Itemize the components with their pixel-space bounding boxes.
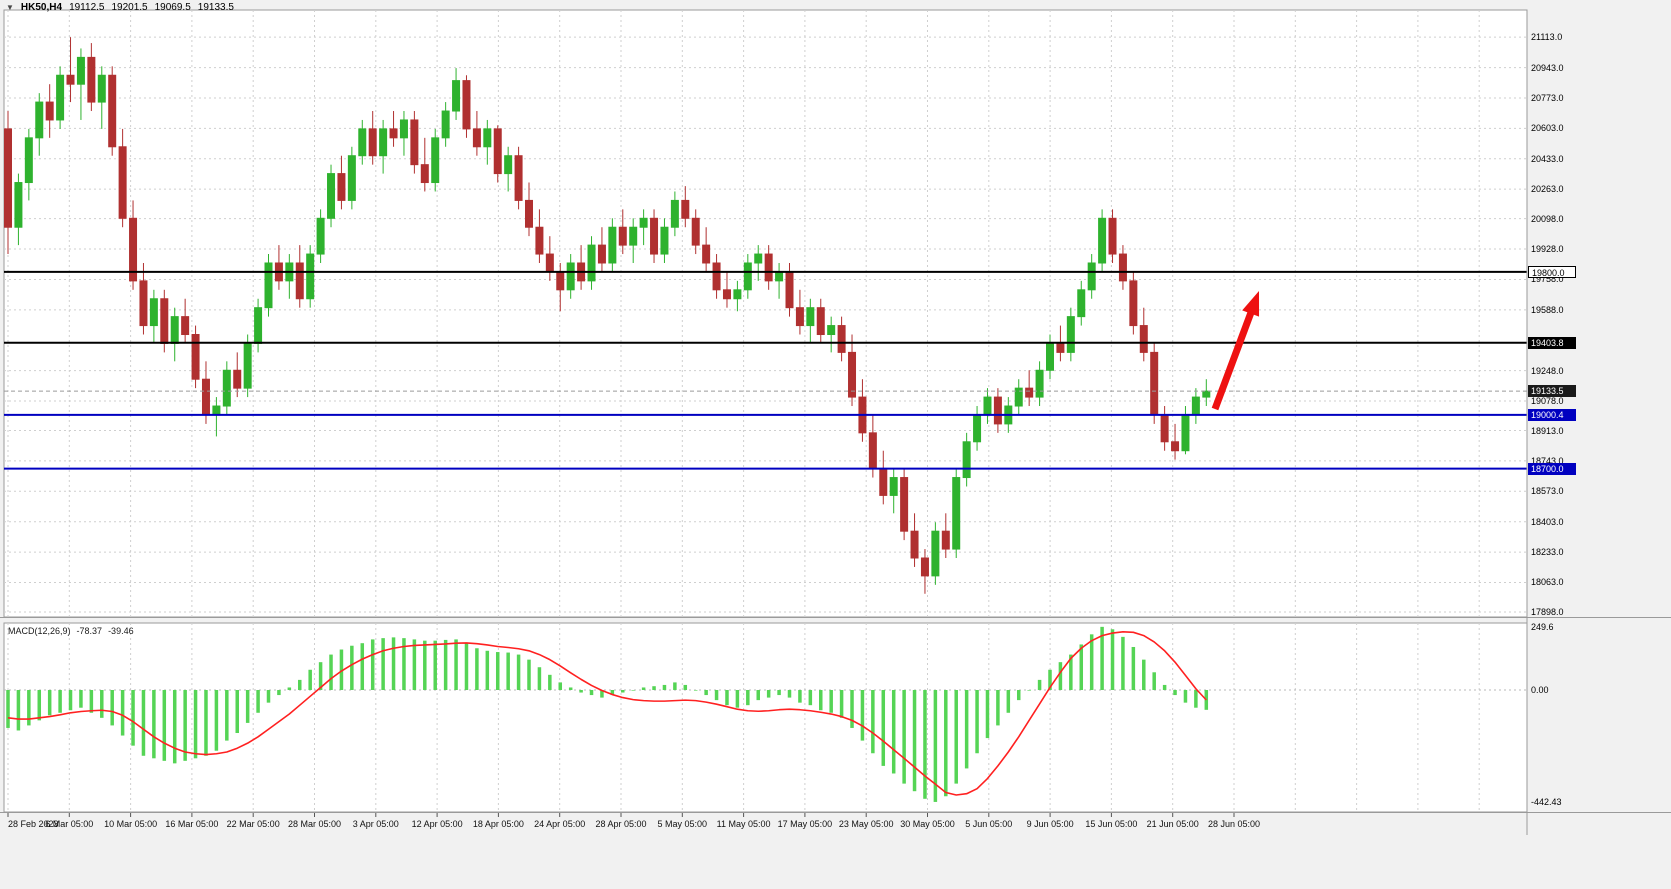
time-tick-label: 9 Jun 05:00 xyxy=(1026,819,1074,829)
time-tick-label: 21 Jun 05:00 xyxy=(1146,819,1199,829)
time-tick-label: 3 Apr 05:00 xyxy=(352,819,399,829)
hline-tag-19000: 19000.4 xyxy=(1528,408,1576,421)
time-tick-label: 28 Feb 2023 xyxy=(8,819,59,829)
price-tick-label: 20433.0 xyxy=(1531,153,1564,164)
time-tick-label: 18 Apr 05:00 xyxy=(472,819,524,829)
price-tick-label: 20773.0 xyxy=(1531,92,1564,103)
price-tick-label: 19758.0 xyxy=(1531,274,1564,285)
close-value: 19133.5 xyxy=(197,2,234,13)
time-tick-label: 6 Mar 05:00 xyxy=(45,819,94,829)
price-tick-label: 19928.0 xyxy=(1531,244,1564,255)
price-tick-label: 18233.0 xyxy=(1531,547,1564,558)
time-tick-label: 5 May 05:00 xyxy=(657,819,708,829)
time-tick-label: 23 May 05:00 xyxy=(838,819,894,829)
time-tick-label: 12 Apr 05:00 xyxy=(411,819,463,829)
hline-tag-19800: 19800.0 xyxy=(1528,265,1576,278)
time-tick-label: 28 Mar 05:00 xyxy=(287,819,342,829)
time-tick-label: 16 Mar 05:00 xyxy=(165,819,219,829)
price-tick-label: 17898.0 xyxy=(1531,606,1564,617)
time-tick-label: 30 May 05:00 xyxy=(900,819,955,829)
price-tick-label: 19588.0 xyxy=(1531,304,1564,315)
time-tick-label: 28 Jun 05:00 xyxy=(1207,819,1261,829)
price-tick-label: 18573.0 xyxy=(1531,486,1564,497)
macd-name: MACD(12,26,9) xyxy=(8,626,71,636)
macd-tick-label: 249.6 xyxy=(1531,621,1554,632)
chevron-down-icon[interactable]: ▼ xyxy=(6,2,14,12)
time-tick-label: 15 Jun 05:00 xyxy=(1085,819,1138,829)
time-tick-label: 10 Mar 05:00 xyxy=(104,819,158,829)
macd-signal-value: -39.46 xyxy=(108,626,134,636)
time-tick-label: 11 May 05:00 xyxy=(716,819,771,829)
low-value: 19069.5 xyxy=(154,2,191,13)
symbol-period-label: HK50,H4 xyxy=(20,2,63,13)
price-tick-label: 19248.0 xyxy=(1531,365,1564,376)
price-tick-label: 20263.0 xyxy=(1531,184,1564,195)
high-value: 19201.5 xyxy=(111,2,148,13)
time-tick-label: 24 Apr 05:00 xyxy=(534,819,586,829)
price-tick-label: 18063.0 xyxy=(1531,577,1564,588)
price-tick-label: 18743.0 xyxy=(1531,455,1564,466)
trend-arrow-head xyxy=(1242,291,1260,317)
hline-tag-19403: 19403.8 xyxy=(1528,336,1576,349)
macd-main-value: -78.37 xyxy=(76,626,103,636)
open-value: 19112.5 xyxy=(69,2,105,13)
macd-tick-label: 0.00 xyxy=(1531,685,1549,695)
price-tick-label: 20943.0 xyxy=(1531,62,1564,73)
price-tick-label: 21113.0 xyxy=(1531,32,1563,43)
price-tick-label: 18913.0 xyxy=(1531,425,1564,436)
time-tick-label: 5 Jun 05:00 xyxy=(965,819,1013,829)
trend-arrow-shaft xyxy=(1211,308,1256,411)
price-tick-label: 18403.0 xyxy=(1531,516,1564,527)
ohlc-readout: ▼ HK50,H4 19112.5 19201.5 19069.5 19133.… xyxy=(6,2,234,13)
price-tick-label: 20603.0 xyxy=(1531,123,1564,134)
hline-tag-18700: 18700.0 xyxy=(1528,462,1576,475)
time-tick-label: 22 Mar 05:00 xyxy=(226,819,280,829)
time-tick-label: 28 Apr 05:00 xyxy=(595,819,647,829)
current-price-tag: 19133.5 xyxy=(1528,385,1576,398)
time-tick-label: 17 May 05:00 xyxy=(777,819,833,829)
macd-indicator-label: MACD(12,26,9) -78.37 -39.46 xyxy=(8,626,134,636)
price-tick-label: 19078.0 xyxy=(1531,396,1564,407)
macd-tick-label: -442.43 xyxy=(1531,796,1562,807)
price-tick-label: 20098.0 xyxy=(1531,213,1564,224)
